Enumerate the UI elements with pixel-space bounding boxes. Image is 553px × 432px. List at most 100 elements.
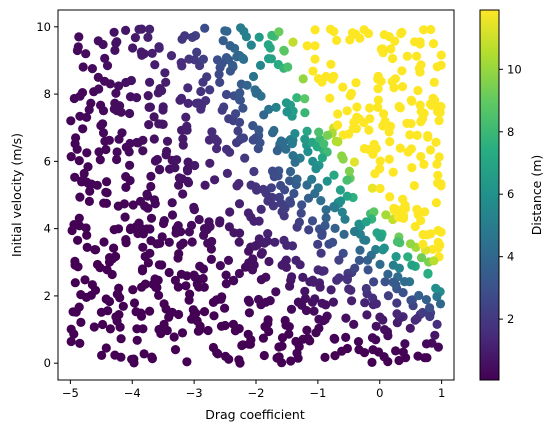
scatter-point (70, 278, 80, 288)
scatter-point (419, 159, 429, 169)
scatter-point (78, 62, 88, 72)
scatter-point (184, 54, 194, 64)
scatter-point (236, 23, 246, 33)
scatter-point (377, 44, 388, 54)
scatter-point (302, 41, 312, 51)
scatter-point (215, 77, 225, 87)
scatter-point (115, 293, 125, 303)
scatter-point (279, 258, 289, 268)
scatter-point (146, 171, 156, 181)
scatter-point (307, 216, 318, 226)
scatter-point (125, 160, 135, 170)
scatter-point (375, 183, 385, 194)
y-tick-label: 10 (36, 20, 51, 34)
scatter-point (416, 60, 426, 70)
x-tick-label: 0 (376, 386, 383, 400)
scatter-point (407, 163, 417, 173)
scatter-point (310, 188, 320, 199)
scatter-point (235, 358, 245, 368)
scatter-point (405, 239, 416, 249)
scatter-point (329, 170, 339, 180)
scatter-point (89, 322, 99, 332)
scatter-point (259, 110, 269, 120)
scatter-point (365, 103, 375, 113)
scatter-point (158, 119, 168, 129)
scatter-point (317, 153, 327, 163)
scatter-point (433, 342, 443, 352)
scatter-point (367, 333, 378, 343)
scatter-point (309, 277, 319, 287)
scatter-point (311, 164, 321, 174)
scatter-point (145, 24, 155, 34)
scatter-point (330, 223, 340, 233)
scatter-point (280, 203, 290, 213)
scatter-point (373, 84, 383, 94)
scatter-point (82, 242, 92, 252)
scatter-point (98, 106, 109, 116)
scatter-point (322, 130, 333, 140)
scatter-point (182, 357, 192, 367)
scatter-point (332, 35, 342, 46)
scatter-point (303, 147, 313, 157)
scatter-point (154, 324, 164, 335)
scatter-point (326, 285, 336, 295)
scatter-point (103, 306, 113, 316)
scatter-point (152, 239, 162, 249)
scatter-point (267, 166, 278, 176)
scatter-point (310, 54, 320, 64)
scatter-point (101, 343, 111, 353)
scatter-point (375, 312, 385, 322)
scatter-point (237, 340, 247, 351)
scatter-point (425, 145, 436, 155)
scatter-point (313, 265, 323, 275)
scatter-point (126, 75, 136, 86)
scatter-point (87, 280, 97, 290)
scatter-point (178, 189, 188, 199)
scatter-point (161, 77, 171, 87)
scatter-point (200, 23, 210, 33)
scatter-point (397, 82, 408, 92)
scatter-point (182, 125, 192, 135)
scatter-point (157, 232, 167, 242)
scatter-point (425, 311, 435, 322)
scatter-point (129, 298, 140, 308)
scatter-point (415, 100, 425, 110)
x-tick-label: −4 (124, 386, 141, 400)
scatter-point (298, 74, 308, 84)
scatter-point (403, 252, 413, 262)
scatter-point (187, 314, 197, 324)
x-tick-label: −1 (309, 386, 326, 400)
scatter-point (328, 237, 338, 247)
scatter-point (102, 177, 112, 187)
scatter-point (75, 338, 85, 348)
scatter-point (398, 194, 408, 204)
scatter-point (254, 125, 264, 135)
scatter-point (258, 333, 268, 343)
scatter-point (333, 109, 343, 119)
scatter-point (101, 294, 111, 304)
scatter-point (133, 228, 143, 239)
scatter-point (423, 268, 433, 278)
scatter-point (181, 112, 191, 122)
scatter-point (333, 137, 343, 147)
scatter-point (234, 268, 244, 279)
scatter-point (409, 181, 419, 191)
scatter-point (199, 224, 210, 234)
scatter-point (334, 273, 344, 283)
scatter-point (184, 295, 194, 305)
scatter-point (269, 125, 279, 136)
scatter-point (271, 287, 281, 297)
scatter-point (279, 45, 289, 55)
scatter-point (415, 67, 425, 77)
scatter-point (90, 245, 100, 255)
scatter-point (220, 320, 230, 331)
scatter-point (222, 144, 232, 154)
scatter-point (98, 128, 109, 138)
scatter-point (180, 31, 190, 41)
scatter-point (225, 207, 235, 217)
scatter-point (359, 235, 369, 245)
scatter-point (131, 307, 141, 317)
scatter-point (80, 275, 90, 285)
scatter-point (198, 54, 208, 64)
scatter-point (170, 345, 181, 355)
